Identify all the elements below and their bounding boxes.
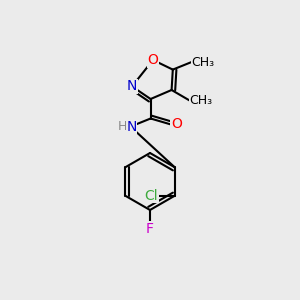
Text: CH₃: CH₃ [190, 94, 213, 107]
Text: N: N [127, 80, 137, 93]
Text: H: H [118, 120, 127, 133]
Text: CH₃: CH₃ [191, 56, 214, 69]
Text: O: O [171, 118, 182, 131]
Text: F: F [146, 222, 154, 236]
Text: Cl: Cl [145, 189, 158, 203]
Text: N: N [126, 120, 136, 134]
Text: O: O [148, 53, 158, 67]
